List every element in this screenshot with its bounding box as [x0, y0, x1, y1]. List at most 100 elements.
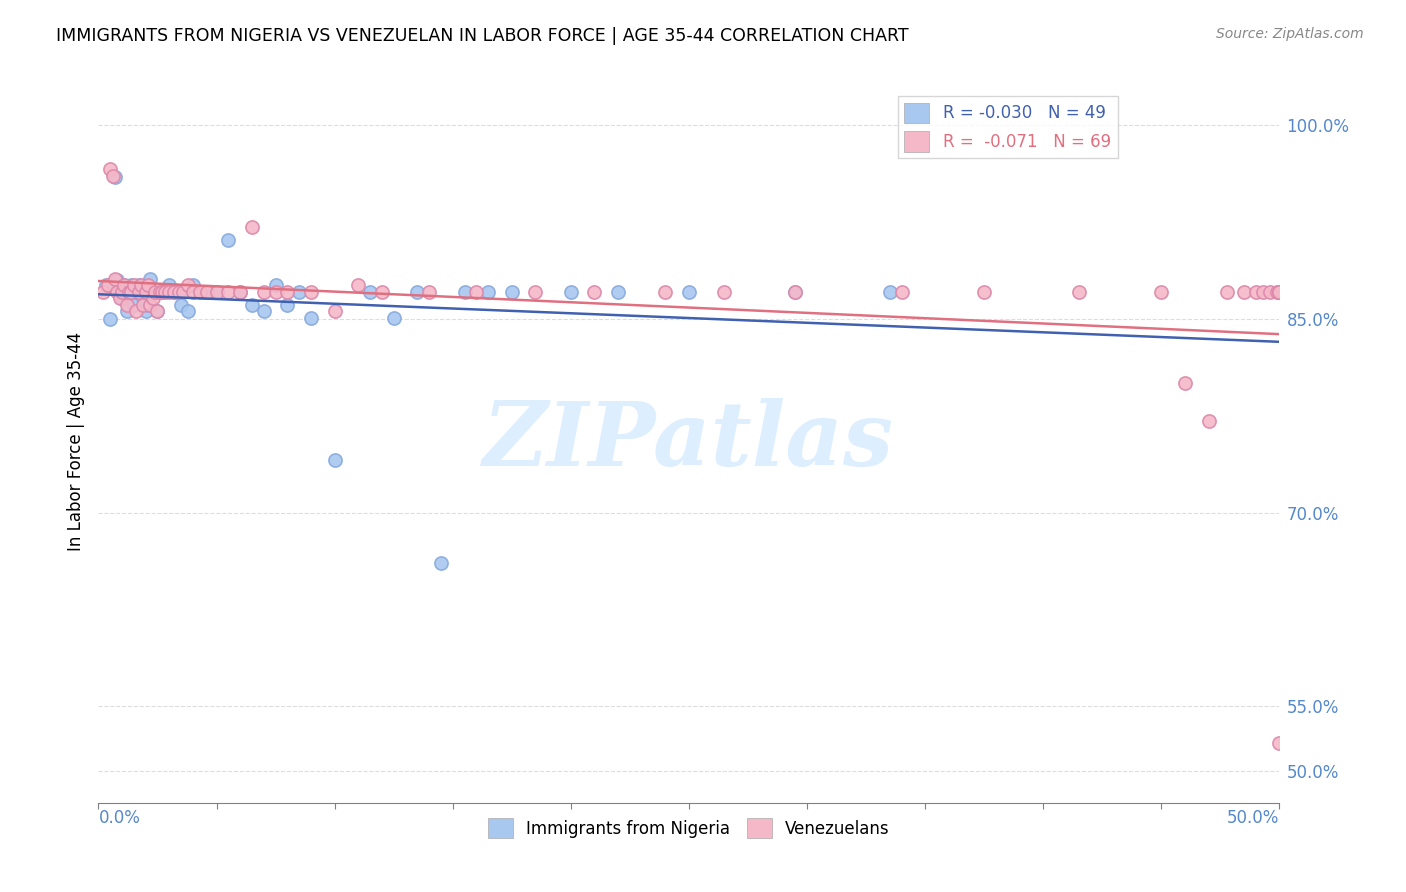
Point	[163, 285, 186, 299]
Point	[139, 272, 162, 286]
Point	[122, 298, 145, 312]
Point	[276, 298, 298, 312]
Point	[524, 285, 547, 299]
Point	[418, 285, 440, 299]
Point	[172, 285, 194, 299]
Point	[163, 285, 186, 299]
Point	[1198, 414, 1220, 428]
Point	[217, 233, 239, 247]
Point	[1268, 285, 1291, 299]
Point	[111, 291, 134, 305]
Point	[194, 285, 217, 299]
Point	[135, 304, 157, 318]
Point	[167, 285, 190, 299]
Point	[142, 285, 165, 299]
Point	[1268, 736, 1291, 750]
Text: Source: ZipAtlas.com: Source: ZipAtlas.com	[1216, 27, 1364, 41]
Point	[1244, 285, 1267, 299]
Point	[132, 291, 155, 305]
Point	[188, 285, 211, 299]
Point	[501, 285, 523, 299]
Point	[465, 285, 488, 299]
Point	[181, 278, 204, 293]
Point	[181, 285, 204, 299]
Point	[359, 285, 381, 299]
Point	[229, 285, 252, 299]
Point	[121, 285, 143, 299]
Point	[94, 278, 117, 293]
Point	[104, 272, 127, 286]
Point	[112, 278, 135, 293]
Point	[125, 304, 148, 318]
Point	[1174, 376, 1197, 391]
Point	[890, 285, 912, 299]
Point	[115, 298, 138, 312]
Point	[347, 278, 370, 293]
Text: 0.0%: 0.0%	[98, 809, 141, 827]
Point	[205, 285, 228, 299]
Point	[299, 285, 322, 299]
Point	[142, 291, 165, 305]
Point	[136, 298, 159, 312]
Point	[111, 285, 134, 299]
Point	[149, 285, 172, 299]
Point	[879, 285, 901, 299]
Point	[382, 310, 405, 325]
Point	[128, 285, 150, 299]
Point	[1233, 285, 1256, 299]
Point	[105, 273, 128, 287]
Point	[105, 285, 128, 299]
Point	[98, 312, 121, 326]
Point	[453, 285, 475, 299]
Point	[143, 285, 166, 299]
Point	[146, 304, 169, 318]
Point	[678, 285, 700, 299]
Point	[139, 298, 162, 312]
Point	[157, 285, 180, 299]
Point	[430, 556, 453, 570]
Point	[240, 298, 263, 312]
Point	[195, 285, 218, 299]
Point	[108, 286, 131, 301]
Point	[135, 285, 157, 299]
Legend: Immigrants from Nigeria, Venezuelans: Immigrants from Nigeria, Venezuelans	[481, 812, 897, 845]
Point	[132, 298, 155, 312]
Point	[253, 285, 276, 299]
Point	[157, 278, 180, 293]
Point	[115, 304, 138, 318]
Point	[1268, 285, 1291, 299]
Point	[1216, 285, 1239, 299]
Point	[1265, 285, 1288, 299]
Point	[97, 278, 120, 293]
Point	[323, 452, 346, 467]
Point	[1268, 285, 1291, 299]
Point	[150, 285, 173, 299]
Point	[560, 285, 582, 299]
Text: IMMIGRANTS FROM NIGERIA VS VENEZUELAN IN LABOR FORCE | AGE 35-44 CORRELATION CHA: IMMIGRANTS FROM NIGERIA VS VENEZUELAN IN…	[56, 27, 908, 45]
Point	[205, 285, 228, 299]
Point	[288, 285, 311, 299]
Point	[240, 220, 263, 235]
Point	[125, 285, 148, 299]
Y-axis label: In Labor Force | Age 35-44: In Labor Force | Age 35-44	[66, 332, 84, 551]
Point	[118, 285, 141, 299]
Point	[217, 285, 239, 299]
Point	[713, 285, 735, 299]
Text: 50.0%: 50.0%	[1227, 809, 1279, 827]
Point	[1067, 285, 1090, 299]
Point	[122, 278, 145, 293]
Point	[136, 278, 159, 293]
Point	[121, 278, 143, 293]
Point	[98, 162, 121, 177]
Point	[264, 285, 287, 299]
Point	[1150, 285, 1173, 299]
Point	[973, 285, 995, 299]
Point	[583, 285, 606, 299]
Point	[323, 304, 346, 318]
Point	[129, 278, 152, 293]
Point	[146, 304, 169, 318]
Point	[118, 285, 141, 299]
Point	[253, 304, 276, 318]
Point	[104, 169, 127, 184]
Point	[477, 285, 499, 299]
